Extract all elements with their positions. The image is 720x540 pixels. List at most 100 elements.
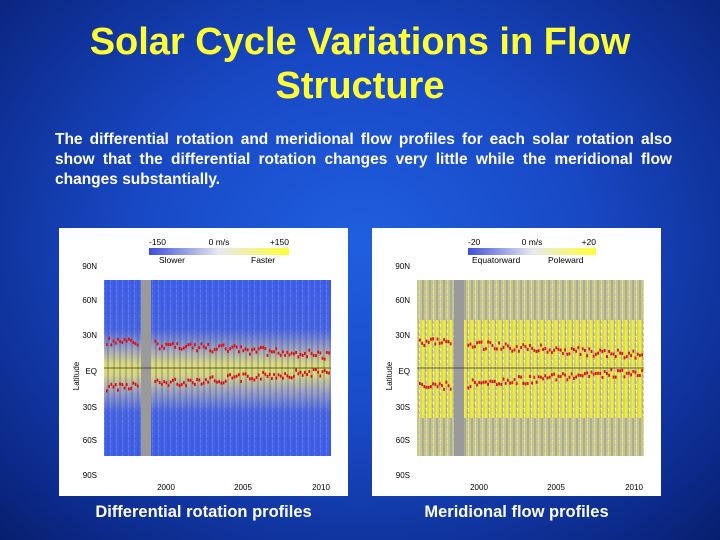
belt-dot <box>251 348 253 352</box>
belt-dot <box>180 383 183 387</box>
colorbar-max-label: +150 <box>270 237 289 247</box>
belt-dot <box>275 376 278 380</box>
belt-dot <box>136 384 139 388</box>
y-axis-label: Latitude <box>72 361 81 390</box>
belt-dot <box>568 375 571 379</box>
belt-dot <box>419 338 421 342</box>
belt-dot <box>189 342 192 346</box>
belt-dot <box>328 351 330 355</box>
left-figure-caption: Differential rotation profiles <box>95 503 312 521</box>
belt-dot <box>288 353 291 357</box>
belt-dot <box>548 375 551 379</box>
belt-dot <box>216 380 218 384</box>
belt-dot <box>187 343 190 347</box>
belt-dot <box>467 386 470 390</box>
belt-dot <box>509 346 511 350</box>
belt-dot <box>617 348 619 352</box>
belt-dot <box>500 382 503 386</box>
belt-dot <box>511 381 514 385</box>
belt-dot <box>240 345 242 349</box>
belt-dot <box>568 352 571 356</box>
plot-area <box>417 280 644 456</box>
belt-dot <box>515 345 518 349</box>
belt-dot <box>106 343 108 347</box>
belt-dot <box>205 346 207 350</box>
belt-dot <box>233 375 236 379</box>
belt-dot <box>621 352 624 356</box>
belt-dot <box>581 347 584 351</box>
belt-dot <box>566 352 569 356</box>
belt-dot <box>249 377 251 381</box>
belt-dot <box>194 382 196 386</box>
belt-dot <box>595 372 597 375</box>
belt-dot <box>630 354 632 358</box>
y-tick: 60N <box>82 296 97 305</box>
belt-dot <box>478 380 481 384</box>
belt-dot <box>194 343 196 347</box>
belt-dot <box>498 382 500 386</box>
belt-dot <box>211 350 214 354</box>
belt-dot <box>529 344 531 347</box>
belt-dot <box>235 374 238 378</box>
belt-dot <box>108 336 110 340</box>
belt-dot <box>502 345 505 349</box>
belt-dot <box>542 377 544 381</box>
belt-dot <box>213 348 216 351</box>
belt-dot <box>612 352 615 356</box>
belt-dot <box>520 375 522 379</box>
belt-dot <box>471 345 474 349</box>
belt-dot <box>628 371 630 375</box>
belt-dot <box>559 375 562 379</box>
belt-dot <box>434 342 437 346</box>
belt-dot <box>617 369 619 373</box>
belt-dot <box>326 371 328 375</box>
belt-dot <box>632 349 635 353</box>
belt-dot <box>524 345 527 349</box>
belt-dot <box>427 340 430 344</box>
belt-dot <box>636 374 639 377</box>
colorbar <box>149 248 289 255</box>
belt-dot <box>522 343 525 347</box>
belt-dot <box>183 381 185 385</box>
belt-dot <box>134 342 137 346</box>
belt-dot <box>557 348 560 351</box>
belt-dot <box>317 370 319 374</box>
y-tick: 90N <box>395 262 410 271</box>
belt-dot <box>480 340 483 344</box>
y-tick: 90N <box>82 262 97 271</box>
belt-dot <box>502 377 505 381</box>
belt-dot <box>608 349 610 353</box>
belt-dot <box>526 348 529 351</box>
belt-dot <box>288 375 291 379</box>
y-tick: 90S <box>83 471 97 480</box>
belt-dot <box>310 352 313 356</box>
belt-dot <box>434 382 437 386</box>
belt-dot <box>119 340 121 343</box>
belt-dot <box>185 345 187 348</box>
colorbar-max-label: +20 <box>582 237 597 247</box>
belt-dot <box>240 380 242 383</box>
belt-dot <box>196 378 198 381</box>
colorbar-min-label: -150 <box>149 237 166 247</box>
belt-dot <box>136 343 139 347</box>
belt-dot <box>599 348 602 352</box>
belt-dot <box>467 343 470 347</box>
belt-dot <box>229 347 231 351</box>
belt-dot <box>264 347 267 350</box>
belt-dot <box>244 347 247 351</box>
belt-dot <box>441 384 443 387</box>
belt-dot <box>531 346 533 350</box>
belt-dot <box>112 385 115 389</box>
belt-dot <box>176 342 179 346</box>
belt-dot <box>279 374 282 378</box>
belt-dot <box>555 378 558 382</box>
belt-dot <box>421 382 423 386</box>
belt-dot <box>489 341 492 345</box>
belt-dot <box>606 372 608 375</box>
belt-dot <box>163 380 165 384</box>
belt-dot <box>474 380 476 384</box>
belt-dot <box>130 339 132 342</box>
belt-dot <box>511 349 514 353</box>
belt-dot <box>266 374 269 378</box>
belt-dot <box>209 349 212 353</box>
